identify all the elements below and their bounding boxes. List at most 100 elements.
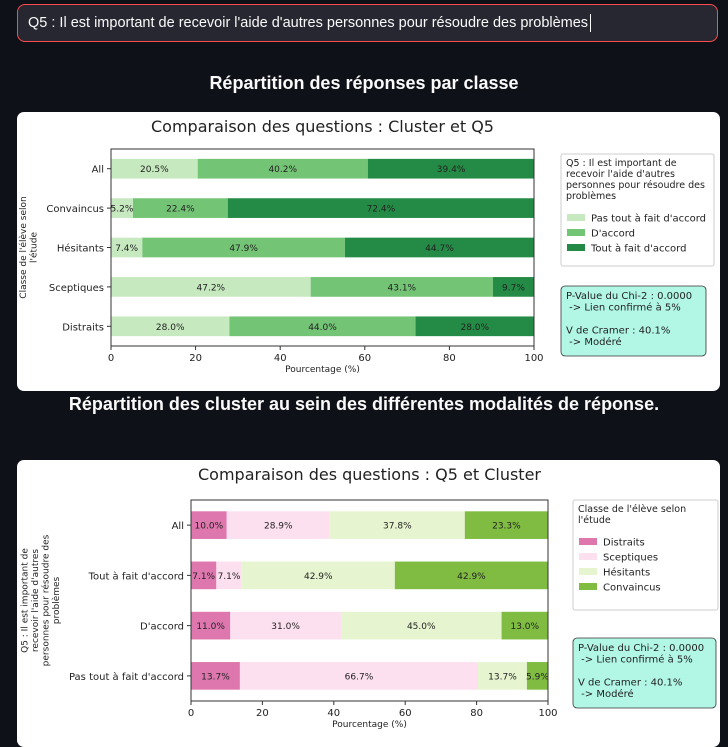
legend-box — [560, 153, 715, 267]
y-tick-label: Sceptiques — [49, 283, 104, 294]
bar-value-label: 39.4% — [437, 165, 466, 175]
bar-value-label: 28.0% — [460, 323, 489, 333]
x-tick-label: 100 — [538, 708, 557, 719]
bar-segment — [191, 561, 217, 590]
y-axis-label: Classe de l'élève selonl'étude — [18, 196, 40, 298]
x-tick-label: 20 — [189, 353, 202, 364]
bar-value-label: 7.1% — [218, 572, 241, 582]
y-axis-label-line: problèmes — [51, 576, 62, 624]
x-tick-label: 60 — [358, 353, 371, 364]
legend-entry-label: Tout à fait d'accord — [590, 243, 686, 255]
legend-swatch — [567, 229, 585, 236]
legend-entry-label: D'accord — [591, 229, 635, 240]
bar-value-label: 72.4% — [367, 205, 396, 215]
bar-segment — [478, 662, 527, 690]
stats-line: -> Modéré — [566, 336, 622, 348]
legend-swatch — [567, 244, 585, 251]
bar-value-label: 23.3% — [492, 522, 521, 532]
bar-segment — [111, 158, 198, 179]
legend-swatch — [567, 214, 585, 221]
bar-segment — [310, 277, 493, 297]
x-axis-label: Pourcentage (%) — [285, 365, 360, 375]
bar-segment — [230, 611, 341, 640]
x-tick-label: 80 — [470, 708, 483, 719]
y-axis-label: Q5 : Il est important derecevoir l'aide … — [20, 534, 62, 666]
bar-value-label: 44.7% — [425, 244, 454, 254]
legend-title: Classe de l'élève selon — [578, 504, 686, 515]
stats-text: P-Value du Chi-2 : 0.0000 -> Lien confir… — [578, 643, 704, 700]
bar-segment — [111, 277, 311, 297]
y-tick-label: Pas tout à fait d'accord — [69, 671, 184, 683]
legend-title: problèmes — [566, 191, 616, 202]
legend-entry-label: Hésitants — [603, 567, 650, 579]
y-axis-label-line: Classe de l'élève selon — [18, 196, 29, 298]
bar-segment — [191, 511, 227, 539]
bar-segment — [111, 237, 143, 258]
x-tick-label: 0 — [108, 353, 114, 364]
stats-line: -> Lien confirmé à 5% — [578, 654, 693, 666]
chart-title: Comparaison des questions : Cluster et Q… — [151, 117, 494, 136]
bar-value-label: 10.0% — [195, 522, 224, 532]
bar-value-label: 37.8% — [383, 522, 412, 532]
legend-title: personnes pour résoudre des — [566, 180, 705, 191]
x-tick-label: 0 — [188, 708, 194, 719]
legend-swatch — [579, 553, 597, 560]
bar-value-label: 44.0% — [308, 323, 337, 333]
bar-value-label: 5.9% — [526, 672, 549, 682]
chart-cluster-q5: Comparaison des questions : Cluster et Q… — [18, 117, 715, 375]
bar-segment — [241, 561, 395, 590]
chart-card-2: Comparaison des questions : Q5 et Cluste… — [17, 460, 720, 747]
bar-value-label: 28.0% — [156, 323, 185, 333]
legend-box — [572, 499, 719, 611]
stats-line: V de Cramer : 40.1% — [578, 678, 682, 689]
y-tick-label: All — [172, 521, 184, 532]
bar-value-label: 43.1% — [388, 283, 417, 293]
y-axis-label-line: l'étude — [28, 232, 39, 263]
y-axis-label-line: personnes pour résoudre des — [40, 534, 51, 666]
plot-frame — [190, 499, 549, 702]
x-tick-label: 40 — [274, 353, 287, 364]
bar-segment — [111, 316, 230, 337]
bar-value-label: 28.9% — [264, 522, 293, 532]
section-title-by-response: Répartition des cluster au sein des diff… — [68, 394, 660, 414]
legend-swatch — [579, 583, 597, 590]
y-tick-label: Hésitants — [57, 243, 104, 255]
bar-value-label: 9.7% — [502, 283, 525, 293]
stats-line: -> Lien confirmé à 5% — [566, 302, 681, 314]
chart-title: Comparaison des questions : Q5 et Cluste… — [198, 465, 541, 484]
bar-segment — [501, 611, 548, 640]
question-select[interactable]: Q5 : Il est important de recevoir l'aide… — [17, 4, 718, 42]
bar-segment — [340, 611, 502, 640]
bar-segment — [191, 662, 240, 690]
section-title-by-class: Répartition des réponses par classe — [209, 73, 519, 93]
stats-line: P-Value du Chi-2 : 0.0000 — [566, 291, 692, 302]
y-axis-label-line: Q5 : Il est important de — [20, 548, 30, 653]
legend-title: Q5 : Il est important de — [566, 158, 677, 169]
bar-segment — [216, 561, 242, 590]
bar-value-label: 20.5% — [140, 165, 169, 175]
y-axis-label-line: recevoir l'aide d'autres — [31, 549, 41, 652]
bar-segment — [197, 158, 368, 179]
bar-segment — [526, 662, 548, 690]
bar-value-label: 11.0% — [196, 622, 225, 632]
bar-segment — [227, 198, 535, 218]
legend-entry-label: Pas tout à fait d'accord — [591, 213, 706, 225]
legend-title: recevoir l'aide d'autres — [566, 169, 675, 180]
bar-value-label: 7.1% — [192, 572, 215, 582]
bar-value-label: 42.9% — [457, 572, 486, 582]
bar-segment — [344, 237, 534, 258]
bar-value-label: 42.9% — [304, 572, 333, 582]
bar-value-label: 7.4% — [115, 244, 138, 254]
plot-frame — [110, 148, 535, 347]
legend-swatch — [579, 568, 597, 575]
legend-swatch — [579, 538, 597, 545]
y-tick-label: Tout à fait d'accord — [88, 570, 184, 582]
x-tick-label: 80 — [443, 353, 456, 364]
bar-value-label: 66.7% — [345, 672, 374, 682]
y-tick-label: Distraits — [62, 322, 104, 333]
chart-card-1: Comparaison des questions : Cluster et Q… — [17, 112, 720, 391]
stats-text: P-Value du Chi-2 : 0.0000 -> Lien confir… — [566, 291, 692, 348]
stats-box — [572, 637, 717, 709]
bar-value-label: 45.0% — [407, 622, 436, 632]
stats-line: -> Modéré — [578, 688, 634, 700]
